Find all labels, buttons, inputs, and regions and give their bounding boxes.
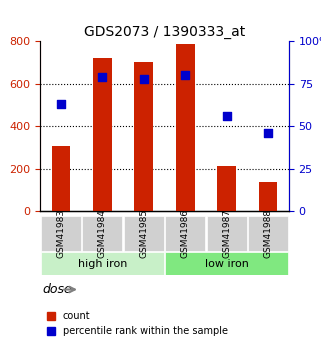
Point: [224, 114, 229, 119]
FancyBboxPatch shape: [248, 216, 288, 251]
FancyBboxPatch shape: [207, 216, 247, 251]
Point: [183, 73, 188, 78]
Text: high iron: high iron: [78, 259, 127, 269]
Bar: [217, 166, 236, 211]
Text: GSM41987: GSM41987: [222, 209, 231, 258]
Point: [141, 76, 146, 81]
Point: [265, 130, 271, 136]
Point: [100, 74, 105, 80]
Bar: [93, 58, 112, 211]
Title: GDS2073 / 1390333_at: GDS2073 / 1390333_at: [84, 25, 245, 39]
FancyBboxPatch shape: [165, 252, 288, 275]
FancyBboxPatch shape: [82, 216, 122, 251]
Text: GSM41984: GSM41984: [98, 209, 107, 258]
FancyBboxPatch shape: [41, 252, 164, 275]
Text: GSM41983: GSM41983: [56, 209, 65, 258]
Legend: count, percentile rank within the sample: count, percentile rank within the sample: [43, 307, 232, 340]
Text: GSM41985: GSM41985: [139, 209, 148, 258]
FancyBboxPatch shape: [165, 216, 205, 251]
Point: [58, 101, 64, 107]
Text: GSM41986: GSM41986: [181, 209, 190, 258]
Bar: [134, 62, 153, 211]
Text: low iron: low iron: [205, 259, 249, 269]
Bar: [52, 146, 70, 211]
Bar: [259, 182, 277, 211]
Text: dose: dose: [43, 283, 72, 296]
Bar: [176, 43, 195, 211]
FancyBboxPatch shape: [41, 216, 81, 251]
FancyBboxPatch shape: [124, 216, 164, 251]
Text: GSM41988: GSM41988: [264, 209, 273, 258]
